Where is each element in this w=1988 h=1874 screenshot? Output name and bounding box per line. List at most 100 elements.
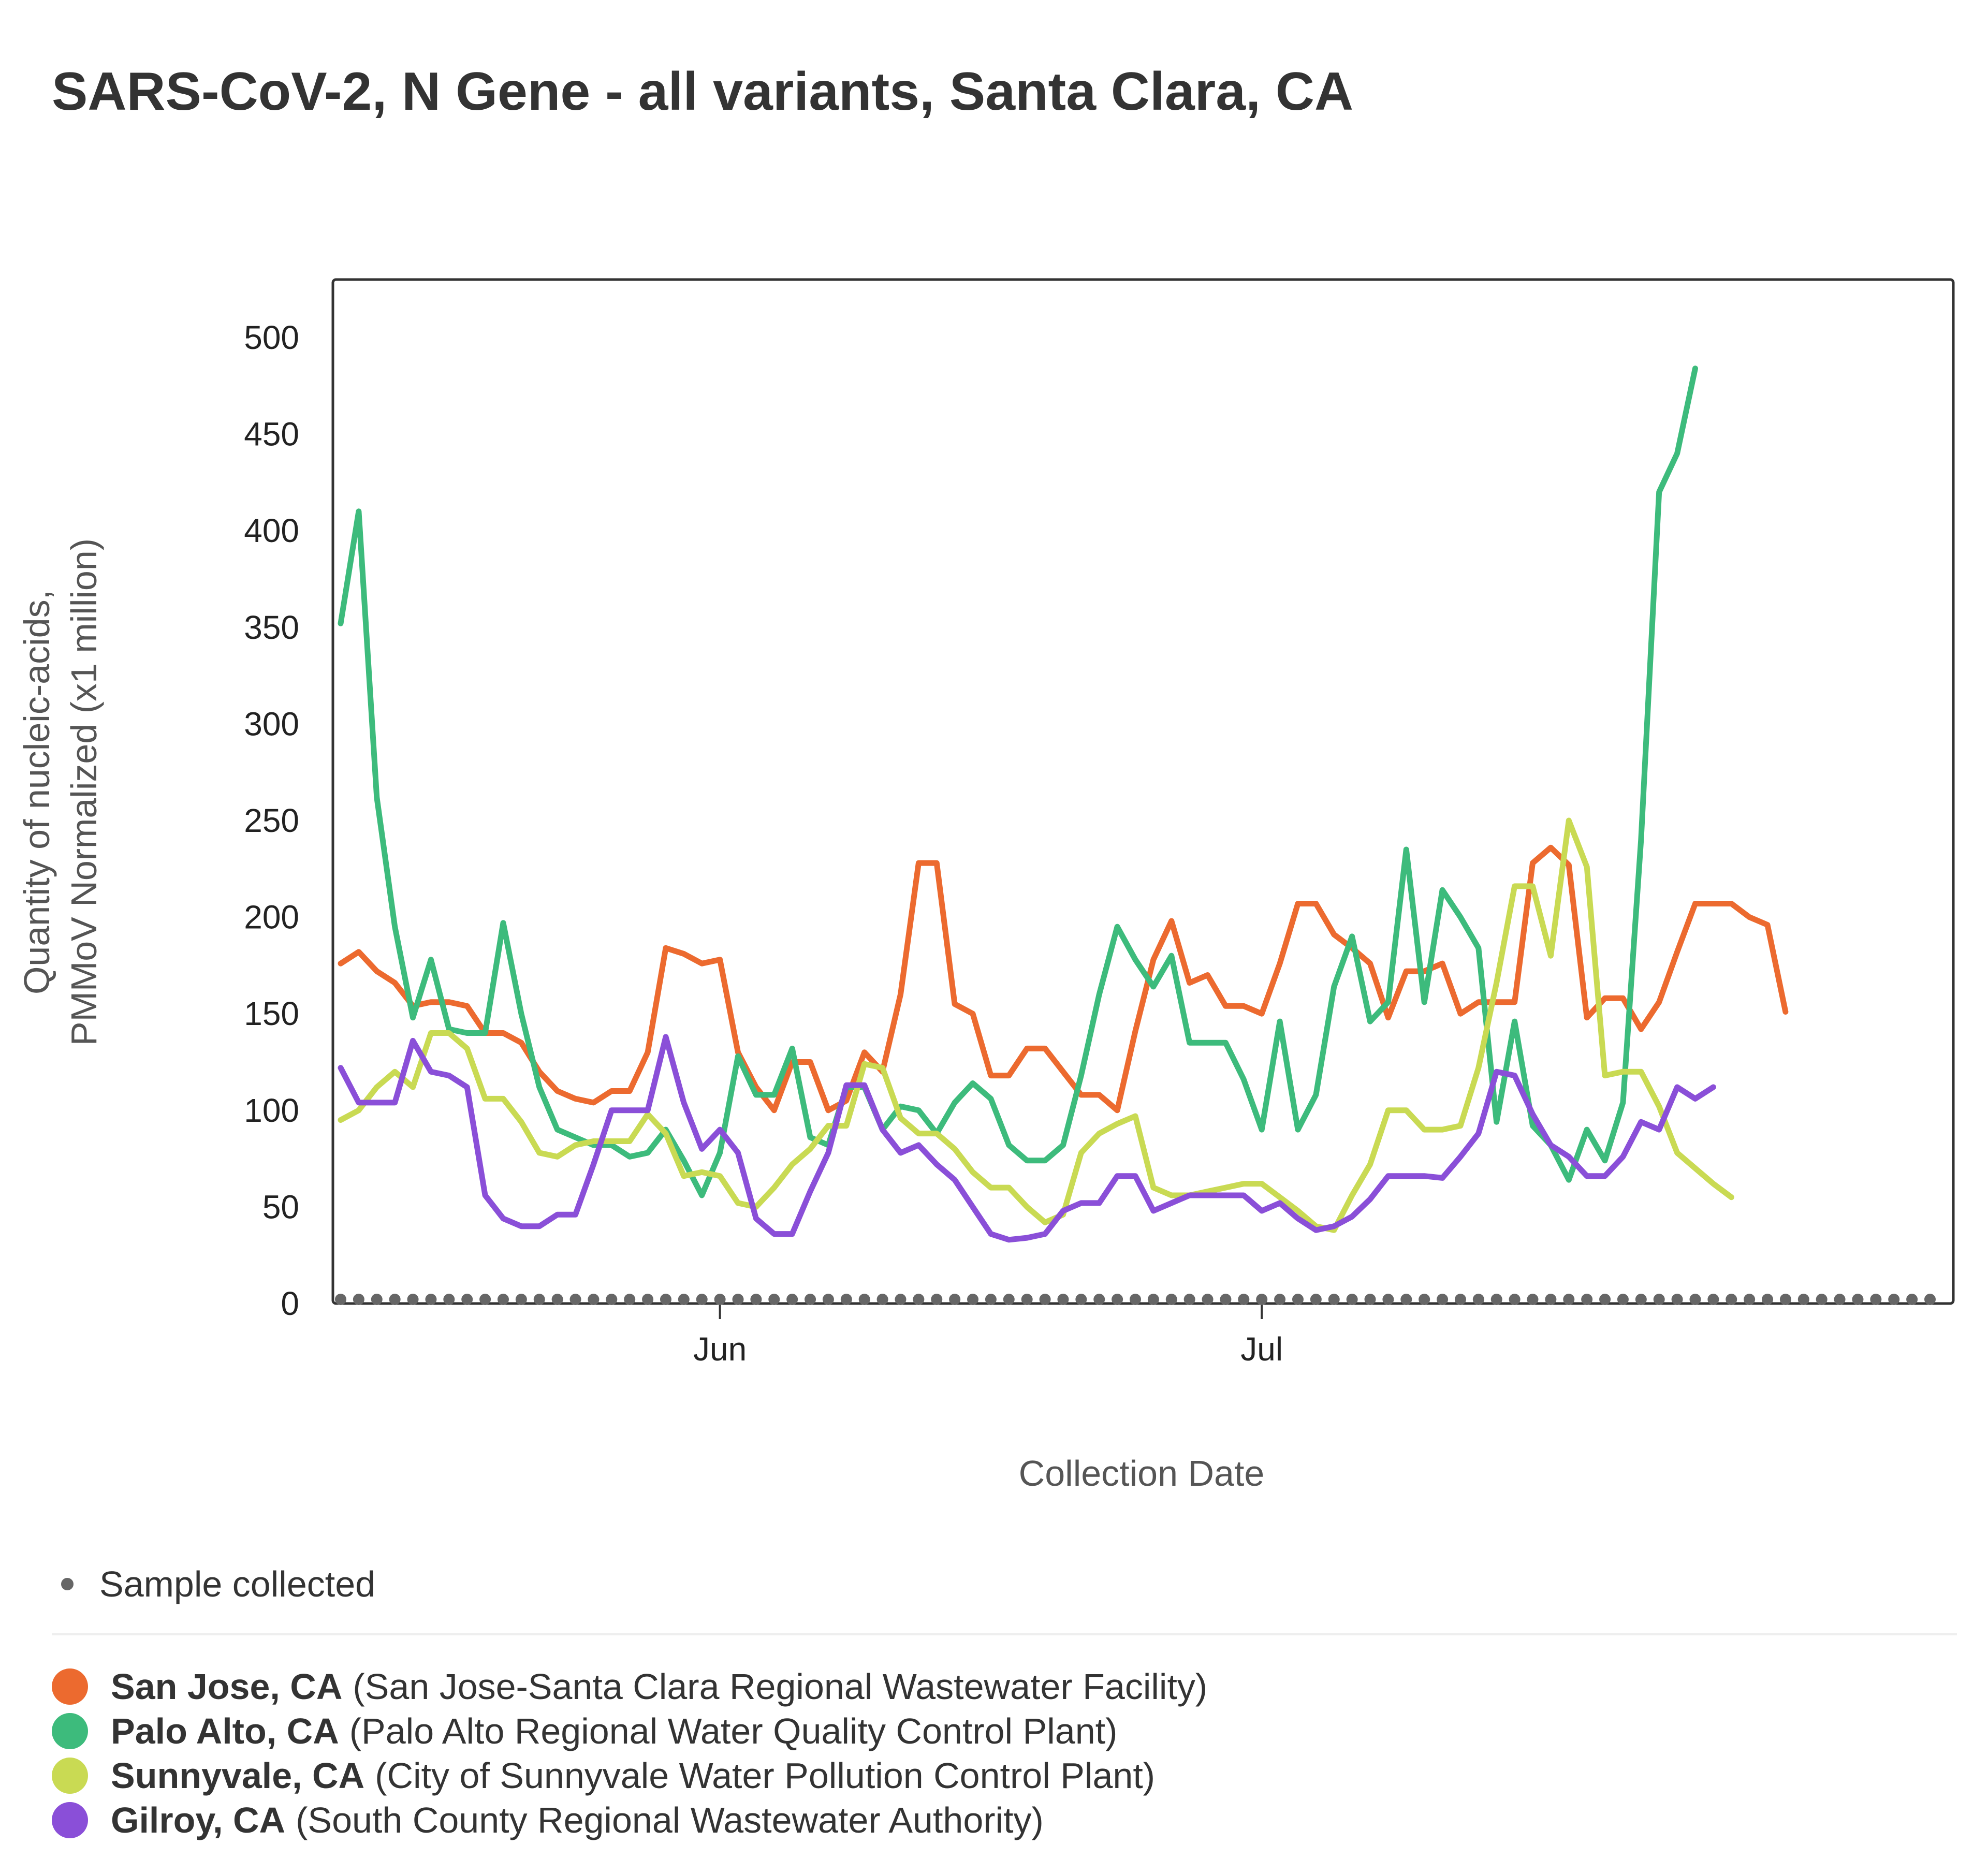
sample-marker (1671, 1294, 1683, 1305)
y-tick-label: 500 (244, 319, 299, 356)
sample-marker (1147, 1294, 1159, 1305)
y-tick-label: 250 (244, 802, 299, 839)
y-tick-label: 0 (281, 1285, 299, 1322)
sample-marker (1382, 1294, 1394, 1305)
x-axis-title: Collection Date (1019, 1453, 1265, 1494)
legend-swatch-icon (52, 1713, 88, 1749)
y-tick-label: 100 (244, 1092, 299, 1129)
sample-marker (913, 1294, 925, 1305)
sample-marker (533, 1294, 545, 1305)
sample-marker (714, 1294, 726, 1305)
legend-site-name: Gilroy, CA (111, 1800, 286, 1840)
sample-legend-label: Sample collected (99, 1564, 376, 1604)
sample-marker (1039, 1294, 1051, 1305)
sample-marker (1852, 1294, 1864, 1305)
sample-marker (840, 1294, 852, 1305)
sample-dot-icon (61, 1578, 74, 1590)
y-tick-label: 150 (244, 995, 299, 1032)
sample-marker (407, 1294, 419, 1305)
sample-marker (1021, 1294, 1033, 1305)
y-tick-label: 400 (244, 512, 299, 549)
sample-marker (858, 1294, 870, 1305)
sample-marker (876, 1294, 888, 1305)
sample-marker (1256, 1294, 1268, 1305)
x-tick-label: Jul (1240, 1330, 1283, 1368)
sample-marker (1689, 1294, 1701, 1305)
sample-marker (335, 1294, 346, 1305)
legend-swatch-icon (52, 1802, 88, 1838)
legend-facility-name: (Palo Alto Regional Water Quality Contro… (349, 1711, 1118, 1751)
sample-marker (1834, 1294, 1846, 1305)
sample-marker (1003, 1294, 1015, 1305)
sample-marker (371, 1294, 383, 1305)
sample-marker (1545, 1294, 1557, 1305)
sample-marker (1419, 1294, 1430, 1305)
sample-marker (931, 1294, 943, 1305)
y-axis: 0 50 100 150 200 250 300 350 400 450 500 (244, 319, 299, 1322)
sample-marker (1093, 1294, 1105, 1305)
sample-marker (1653, 1294, 1665, 1305)
sample-marker (1130, 1294, 1141, 1305)
sample-marker (1707, 1294, 1719, 1305)
sample-marker (1310, 1294, 1322, 1305)
sample-marker (1437, 1294, 1449, 1305)
sample-marker (895, 1294, 907, 1305)
sample-marker (660, 1294, 671, 1305)
legend-item-palo-alto[interactable]: Palo Alto, CA (Palo Alto Regional Water … (52, 1709, 1207, 1753)
chart-title: SARS-CoV-2, N Gene - all variants, Santa… (52, 62, 1354, 122)
legend-item-gilroy[interactable]: Gilroy, CA (South County Regional Wastew… (52, 1798, 1207, 1842)
legend-item-sunnyvale[interactable]: Sunnyvale, CA (City of Sunnyvale Water P… (52, 1753, 1207, 1798)
sample-marker (515, 1294, 527, 1305)
sample-marker (985, 1294, 997, 1305)
sample-marker (425, 1294, 437, 1305)
sample-marker (1744, 1294, 1756, 1305)
sample-marker (624, 1294, 636, 1305)
sample-marker (1346, 1294, 1358, 1305)
legend-facility-name: (San Jose-Santa Clara Regional Wastewate… (353, 1666, 1208, 1707)
sample-marker (1202, 1294, 1214, 1305)
sample-marker (1454, 1294, 1466, 1305)
legend-site-name: San Jose, CA (111, 1666, 343, 1707)
y-tick-label: 300 (244, 705, 299, 742)
series-line-san-jose-ca (338, 844, 1789, 1114)
sample-marker (1328, 1294, 1340, 1305)
sample-marker (1906, 1294, 1918, 1305)
y-tick-label: 200 (244, 899, 299, 936)
site-legend: San Jose, CA (San Jose-Santa Clara Regio… (52, 1664, 1207, 1842)
legend-site-name: Sunnyvale, CA (111, 1755, 365, 1796)
sample-marker (1599, 1294, 1611, 1305)
sample-marker (786, 1294, 798, 1305)
sample-marker (1490, 1294, 1502, 1305)
sample-marker (606, 1294, 618, 1305)
legend-facility-name: (South County Regional Wastewater Author… (296, 1800, 1044, 1840)
x-axis: Jun Jul (693, 1304, 1283, 1368)
sample-marker (642, 1294, 654, 1305)
sample-markers (335, 1294, 1936, 1305)
sample-marker (1220, 1294, 1232, 1305)
sample-marker (1509, 1294, 1521, 1305)
legend-facility-name: (City of Sunnyvale Water Pollution Contr… (375, 1755, 1156, 1796)
sample-marker (1888, 1294, 1900, 1305)
sample-marker (1112, 1294, 1123, 1305)
sample-marker (1075, 1294, 1087, 1305)
sample-marker (1924, 1294, 1936, 1305)
line-chart: 0 50 100 150 200 250 300 350 400 450 500 Jun Jul Qu… (17, 278, 1955, 1494)
sample-marker (461, 1294, 473, 1305)
sample-marker (732, 1294, 744, 1305)
sample-marker (1292, 1294, 1304, 1305)
sample-marker (1617, 1294, 1629, 1305)
sample-marker (1364, 1294, 1376, 1305)
sample-marker (949, 1294, 961, 1305)
legend-swatch-icon (52, 1668, 88, 1705)
legend-item-san-jose[interactable]: San Jose, CA (San Jose-Santa Clara Regio… (52, 1664, 1207, 1709)
series-layer (338, 365, 1789, 1243)
sample-marker (1635, 1294, 1647, 1305)
series-line-gilroy-ca (338, 1034, 1716, 1243)
sample-marker (1238, 1294, 1250, 1305)
sample-marker (967, 1294, 979, 1305)
sample-marker (1726, 1294, 1737, 1305)
sample-marker (1816, 1294, 1828, 1305)
sample-marker (1797, 1294, 1809, 1305)
legend-divider (52, 1633, 1957, 1635)
sample-marker (1581, 1294, 1593, 1305)
